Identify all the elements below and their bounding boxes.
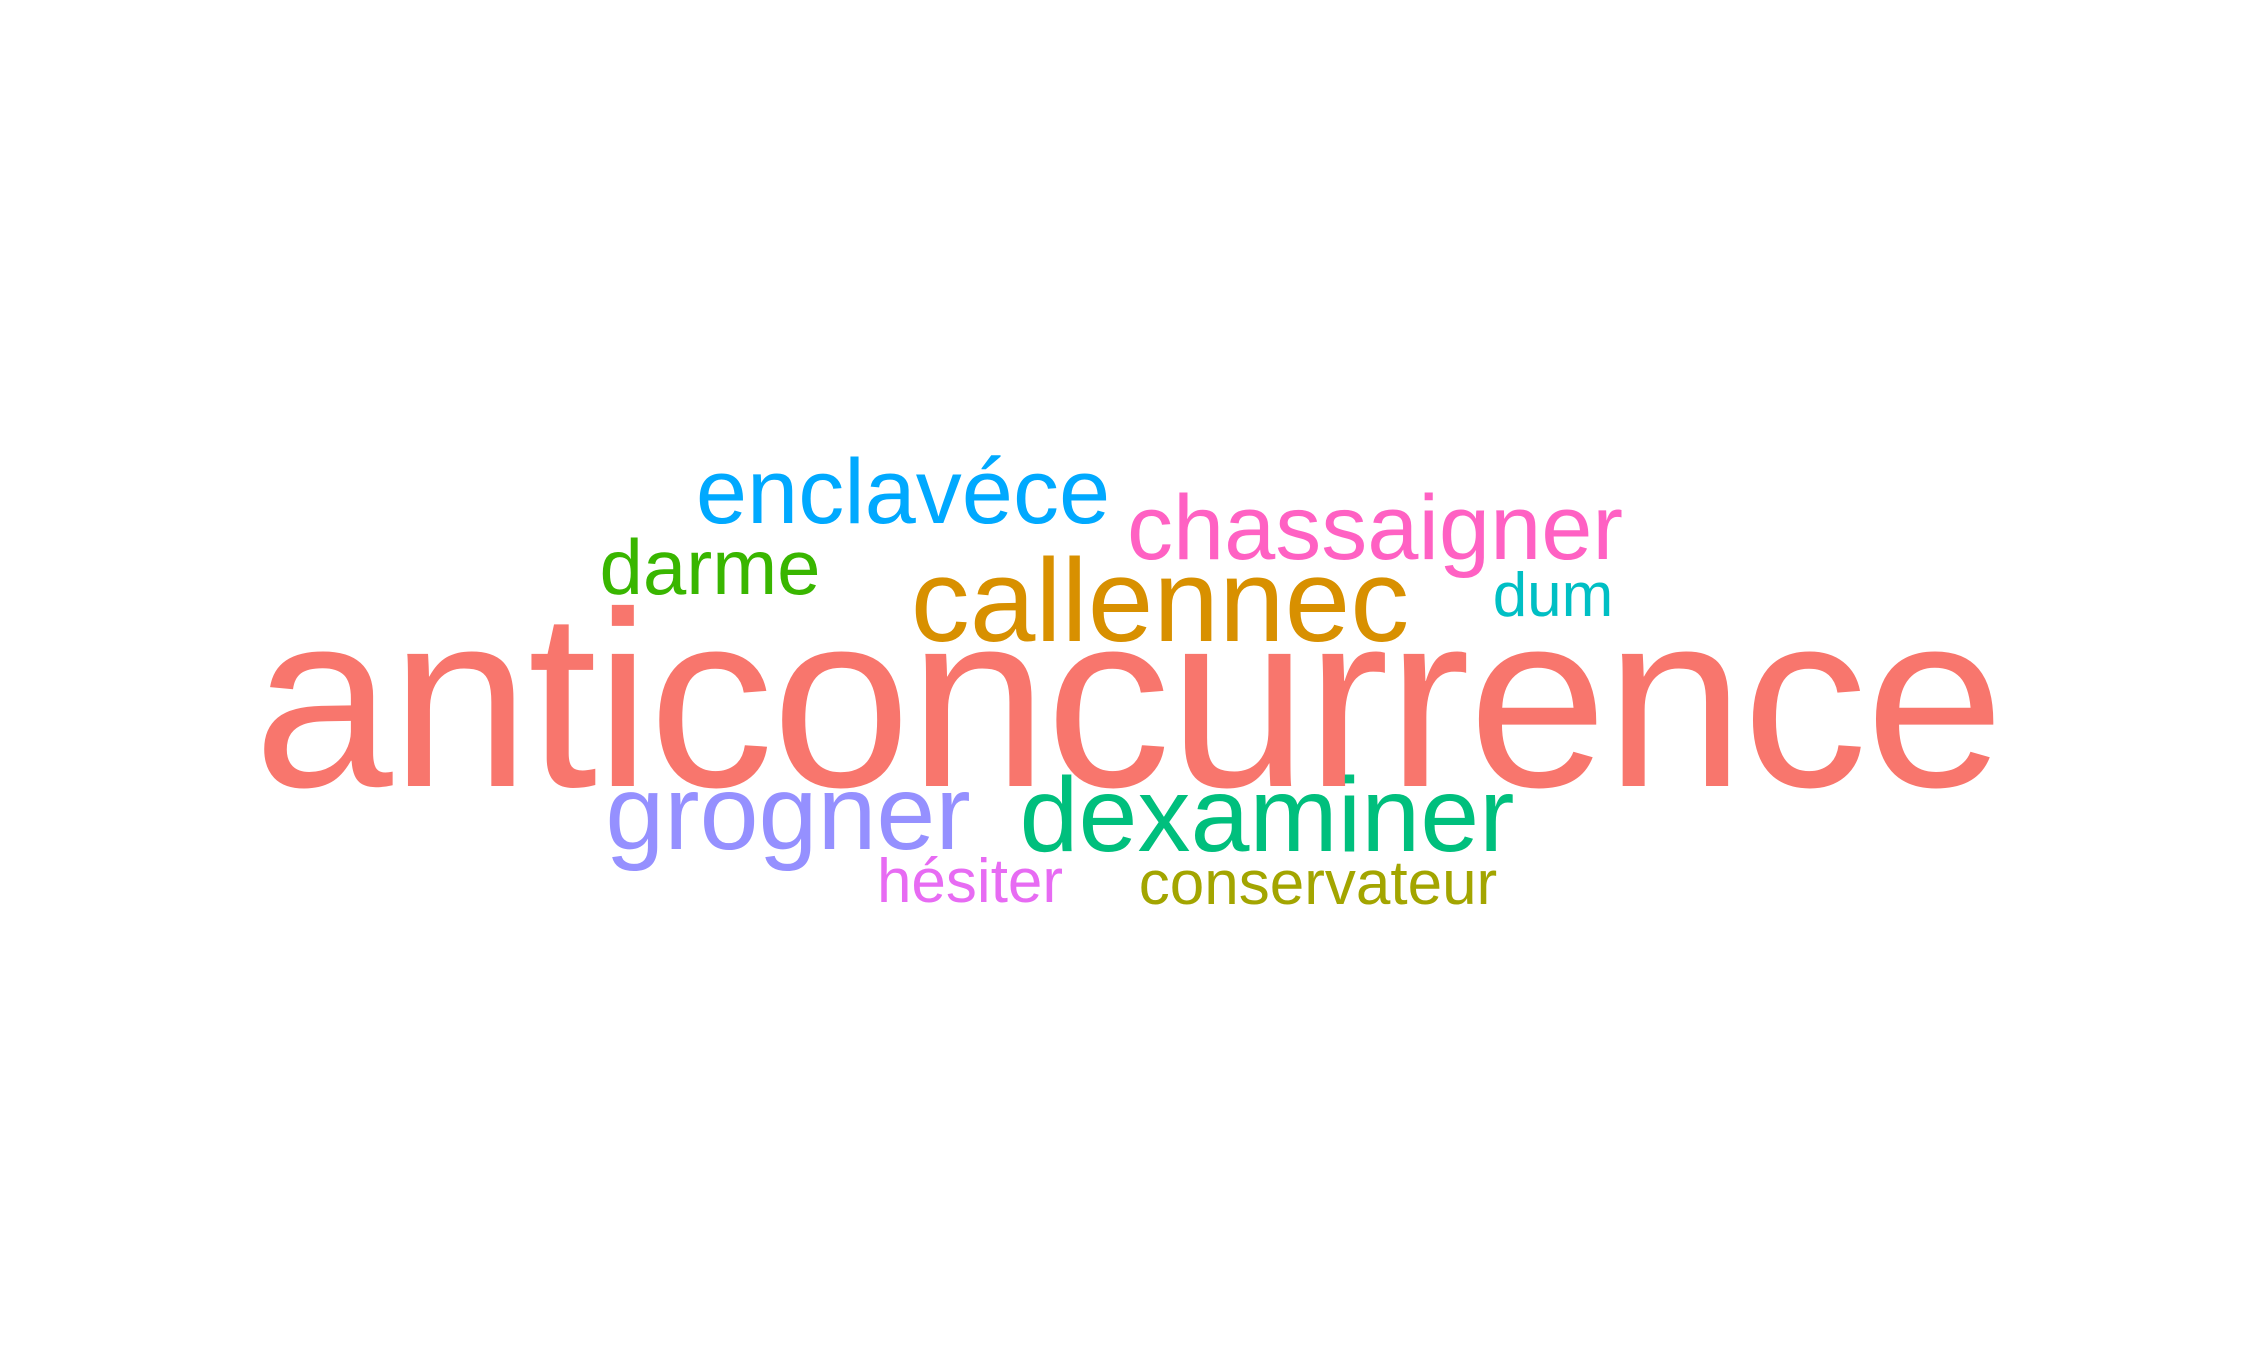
word-dum: dum	[1492, 561, 1614, 630]
word-grogner: grogner	[605, 754, 971, 872]
word-darme: darme	[599, 523, 821, 611]
word-enclavece: enclavéce	[695, 441, 1111, 543]
word-dexaminer: dexaminer	[1019, 756, 1515, 874]
word-anticoncurrence: anticoncurrence	[253, 560, 2005, 839]
word-conservateur: conservateur	[1138, 849, 1498, 918]
word-callennec: callennec	[910, 535, 1410, 667]
word-hesiter: hésiter	[876, 847, 1064, 916]
word-chassaigner: chassaigner	[1126, 477, 1624, 579]
